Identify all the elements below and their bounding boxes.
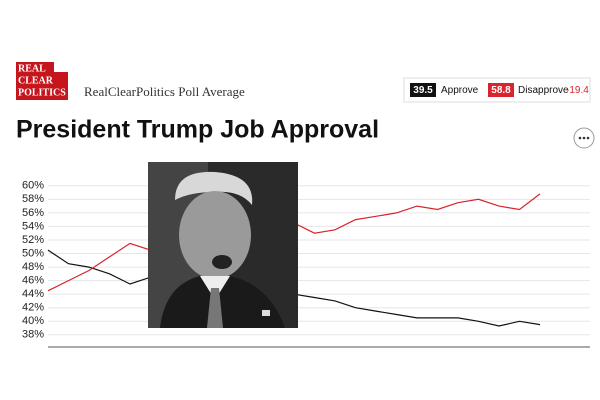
logo-text: REAL bbox=[18, 63, 46, 74]
spread-value: -19.4 bbox=[566, 85, 589, 96]
logo-text: POLITICS bbox=[18, 87, 66, 98]
menu-dot bbox=[586, 136, 590, 140]
y-tick-label: 54% bbox=[22, 220, 44, 232]
y-tick-label: 56% bbox=[22, 207, 44, 219]
menu-dot bbox=[578, 136, 582, 140]
y-tick-label: 58% bbox=[22, 193, 44, 205]
photo-tie bbox=[207, 288, 223, 328]
legend-label: Disapprove bbox=[518, 85, 569, 96]
photo-face bbox=[179, 191, 251, 279]
logo-text: CLEAR bbox=[18, 75, 54, 86]
y-tick-label: 38% bbox=[22, 329, 44, 341]
y-tick-label: 50% bbox=[22, 247, 44, 259]
logo-notch bbox=[54, 62, 68, 72]
y-tick-label: 48% bbox=[22, 261, 44, 273]
disapprove-badge bbox=[488, 83, 514, 97]
y-tick-label: 60% bbox=[22, 180, 44, 192]
plot-area: 60%58% 56%54% 52%50% 48% 46%44% 42%40% 38% bbox=[22, 180, 590, 348]
subtitle: RealClearPolitics Poll Average bbox=[84, 84, 245, 99]
photo-hair bbox=[175, 171, 253, 205]
y-tick-label: 46% bbox=[22, 275, 44, 287]
menu-dot bbox=[582, 136, 586, 140]
photo-pin bbox=[262, 310, 270, 316]
legend-label: Approve bbox=[441, 85, 479, 96]
disapprove-value: 58.8 bbox=[491, 85, 511, 96]
photo-mouth bbox=[212, 255, 232, 269]
photo bbox=[148, 162, 298, 328]
y-tick-label: 40% bbox=[22, 315, 44, 327]
y-tick-label: 42% bbox=[22, 302, 44, 314]
y-tick-label: 44% bbox=[22, 288, 44, 300]
approve-badge bbox=[410, 83, 436, 97]
photo-suit bbox=[160, 276, 285, 328]
approve-value: 39.5 bbox=[413, 85, 433, 96]
chart-title: President Trump Job Approval bbox=[16, 116, 379, 144]
y-tick-label: 52% bbox=[22, 234, 44, 246]
